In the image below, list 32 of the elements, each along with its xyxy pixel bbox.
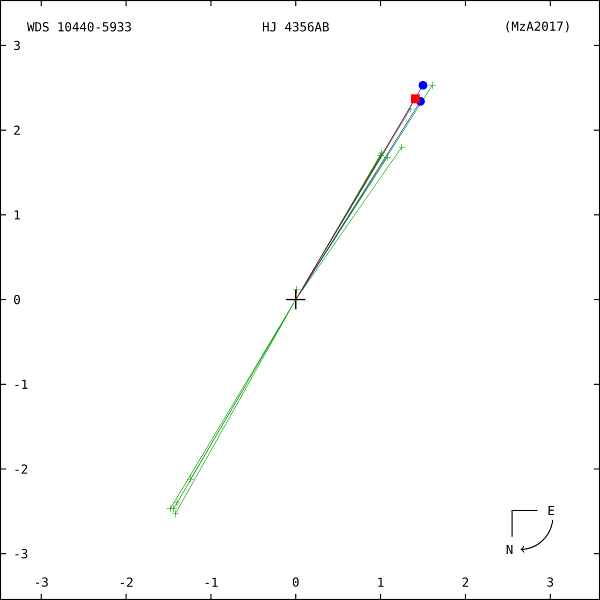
- y-tick-label: 1: [14, 210, 20, 220]
- point: [173, 499, 181, 507]
- point: [378, 149, 386, 157]
- point: [418, 80, 428, 90]
- y-tick-label: -3: [15, 549, 28, 558]
- x-tick-label: -2: [120, 578, 133, 587]
- point: [285, 289, 306, 310]
- x-tick-label: 1: [378, 578, 384, 587]
- point: [292, 286, 300, 294]
- x-tick-label: 2: [462, 578, 468, 587]
- y-tick-label: -1: [15, 380, 28, 389]
- point: [384, 154, 392, 161]
- point: [410, 94, 420, 104]
- y-tick-label: -2: [15, 464, 28, 474]
- annotation: (MzA2017): [506, 21, 569, 32]
- annotation: N: [506, 544, 512, 554]
- point: [186, 475, 194, 483]
- y-tick-label: 3: [14, 40, 20, 50]
- annotation: WDS 10440-5933: [27, 22, 131, 32]
- x-tick-label: -3: [36, 577, 48, 587]
- x-tick-label: -1: [206, 578, 218, 587]
- annotation: E: [548, 506, 554, 516]
- point: [376, 152, 384, 160]
- point: [406, 105, 414, 113]
- line-series: [170, 84, 433, 514]
- x-tick-label: 0: [292, 577, 299, 587]
- text: HJ 4356AB: [262, 22, 329, 32]
- point: [428, 82, 436, 89]
- point: [398, 143, 406, 151]
- x-tick-label: 3: [547, 577, 554, 587]
- y-tick-label: 0: [14, 294, 20, 304]
- y-tick-label: 2: [14, 126, 20, 135]
